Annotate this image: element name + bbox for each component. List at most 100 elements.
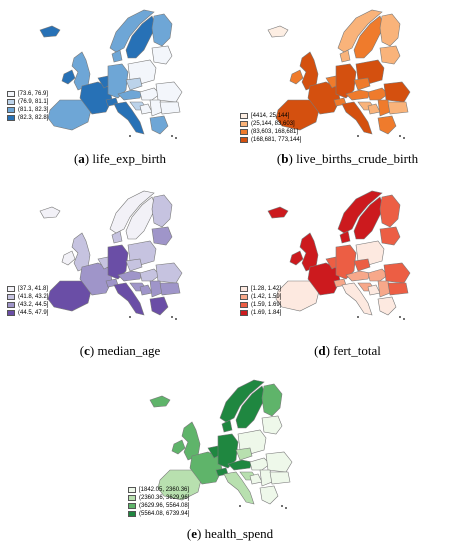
region-ib xyxy=(47,99,93,131)
region-ba xyxy=(139,103,153,115)
legend-label: [4414, 25,144] xyxy=(251,113,290,119)
legend-label: [73.6, 76.9] xyxy=(18,91,49,97)
island-dot xyxy=(239,505,241,507)
legend-b: [4414, 25,144] (25,144, 83,603] (83,603, 1… xyxy=(240,112,301,144)
map-a xyxy=(39,9,183,139)
legend-c: [37.3, 41.8] (41.8, 43.2] (43.2, 44.5] (44.… xyxy=(7,285,48,317)
panel-d xyxy=(230,183,455,323)
legend-item: [1842.05, 2360.36] xyxy=(128,486,189,494)
region-bg xyxy=(159,101,181,115)
legend-label: (1.69, 1.84] xyxy=(251,310,282,316)
legend-item: [4414, 25,144] xyxy=(240,112,301,120)
legend-swatch xyxy=(240,286,248,292)
panel-c xyxy=(2,183,227,323)
legend-item: (5564.08, 6739.94] xyxy=(128,510,189,518)
region-ib xyxy=(275,99,321,131)
region-ie xyxy=(289,250,304,266)
region-ba xyxy=(249,473,263,485)
legend-label: [1.28, 1.42] xyxy=(251,286,282,292)
region-fi xyxy=(379,13,401,47)
legend-label: (76.9, 81.1] xyxy=(18,99,49,105)
region-ib xyxy=(47,280,93,312)
legend-item: (25,144, 83,603] xyxy=(240,120,301,128)
region-hu xyxy=(249,457,271,471)
region-ib xyxy=(157,469,203,501)
legend-label: (168,681, 773,144] xyxy=(251,137,302,143)
legend-label: (2360.36, 3629.96] xyxy=(139,495,190,501)
legend-item: (1.69, 1.84] xyxy=(240,309,281,317)
legend-item: (41.8, 43.2] xyxy=(7,293,48,301)
region-ro xyxy=(265,451,293,473)
region-no xyxy=(109,9,155,53)
legend-swatch xyxy=(7,310,15,316)
legend-label: (5564.08, 6739.94] xyxy=(139,511,190,517)
region-no xyxy=(219,379,265,423)
region-bg xyxy=(269,471,291,485)
legend-label: (3629.96, 5564.08] xyxy=(139,503,190,509)
island-dot xyxy=(281,505,283,507)
legend-label: (25,144, 83,603] xyxy=(251,121,295,127)
region-bg xyxy=(387,282,409,296)
region-ie xyxy=(171,439,186,455)
legend-label: [1842.05, 2360.36] xyxy=(139,487,190,493)
region-gr xyxy=(149,115,169,135)
region-fi xyxy=(151,194,173,228)
legend-label: (83,603, 168,681] xyxy=(251,129,299,135)
legend-swatch xyxy=(7,286,15,292)
island-dot xyxy=(129,316,131,318)
legend-label: (43.2, 44.5] xyxy=(18,302,49,308)
map-b xyxy=(267,9,411,139)
region-ie xyxy=(289,69,304,85)
legend-swatch xyxy=(7,91,15,97)
region-hu xyxy=(139,87,161,101)
region-fi xyxy=(379,194,401,228)
region-ro xyxy=(383,262,411,284)
region-bal xyxy=(379,45,401,65)
region-ba xyxy=(367,103,381,115)
legend-swatch xyxy=(240,294,248,300)
region-cz xyxy=(353,258,371,272)
region-cz xyxy=(125,258,143,272)
legend-swatch xyxy=(240,302,248,308)
region-ie xyxy=(61,250,76,266)
island-dot xyxy=(175,318,177,320)
region-uk xyxy=(299,51,319,91)
region-is xyxy=(267,206,289,219)
region-no xyxy=(109,190,155,234)
island-dot xyxy=(171,135,173,137)
panel-e xyxy=(112,367,337,517)
region-it xyxy=(341,101,373,135)
legend-item: (1.42, 1.59] xyxy=(240,293,281,301)
region-hu xyxy=(367,87,389,101)
region-is xyxy=(267,25,289,38)
legend-item: (44.5, 47.9] xyxy=(7,309,48,317)
legend-label: (81.1, 82.3] xyxy=(18,107,49,113)
legend-item: (168,681, 773,144] xyxy=(240,136,301,144)
panel-a xyxy=(2,2,227,142)
island-dot xyxy=(399,135,401,137)
region-uk xyxy=(181,421,201,461)
island-dot xyxy=(129,135,131,137)
legend-item: (43.2, 44.5] xyxy=(7,301,48,309)
map-e xyxy=(149,379,293,509)
island-dot xyxy=(357,135,359,137)
legend-swatch xyxy=(240,137,248,143)
region-is xyxy=(149,395,171,408)
region-ie xyxy=(61,69,76,85)
legend-item: (3629.96, 5564.08] xyxy=(128,502,189,510)
legend-label: (82.3, 82.8] xyxy=(18,115,49,121)
legend-item: (2360.36, 3629.96] xyxy=(128,494,189,502)
region-uk xyxy=(299,232,319,272)
island-dot xyxy=(399,316,401,318)
legend-item: (76.9, 81.1] xyxy=(7,98,48,106)
region-bg xyxy=(159,282,181,296)
region-cz xyxy=(125,77,143,91)
legend-label: (44.5, 47.9] xyxy=(18,310,49,316)
region-it xyxy=(113,282,145,316)
legend-label: (41.8, 43.2] xyxy=(18,294,49,300)
region-ro xyxy=(383,81,411,103)
legend-swatch xyxy=(7,99,15,105)
region-is xyxy=(39,25,61,38)
island-dot xyxy=(285,507,287,509)
legend-item: (82.3, 82.8] xyxy=(7,114,48,122)
